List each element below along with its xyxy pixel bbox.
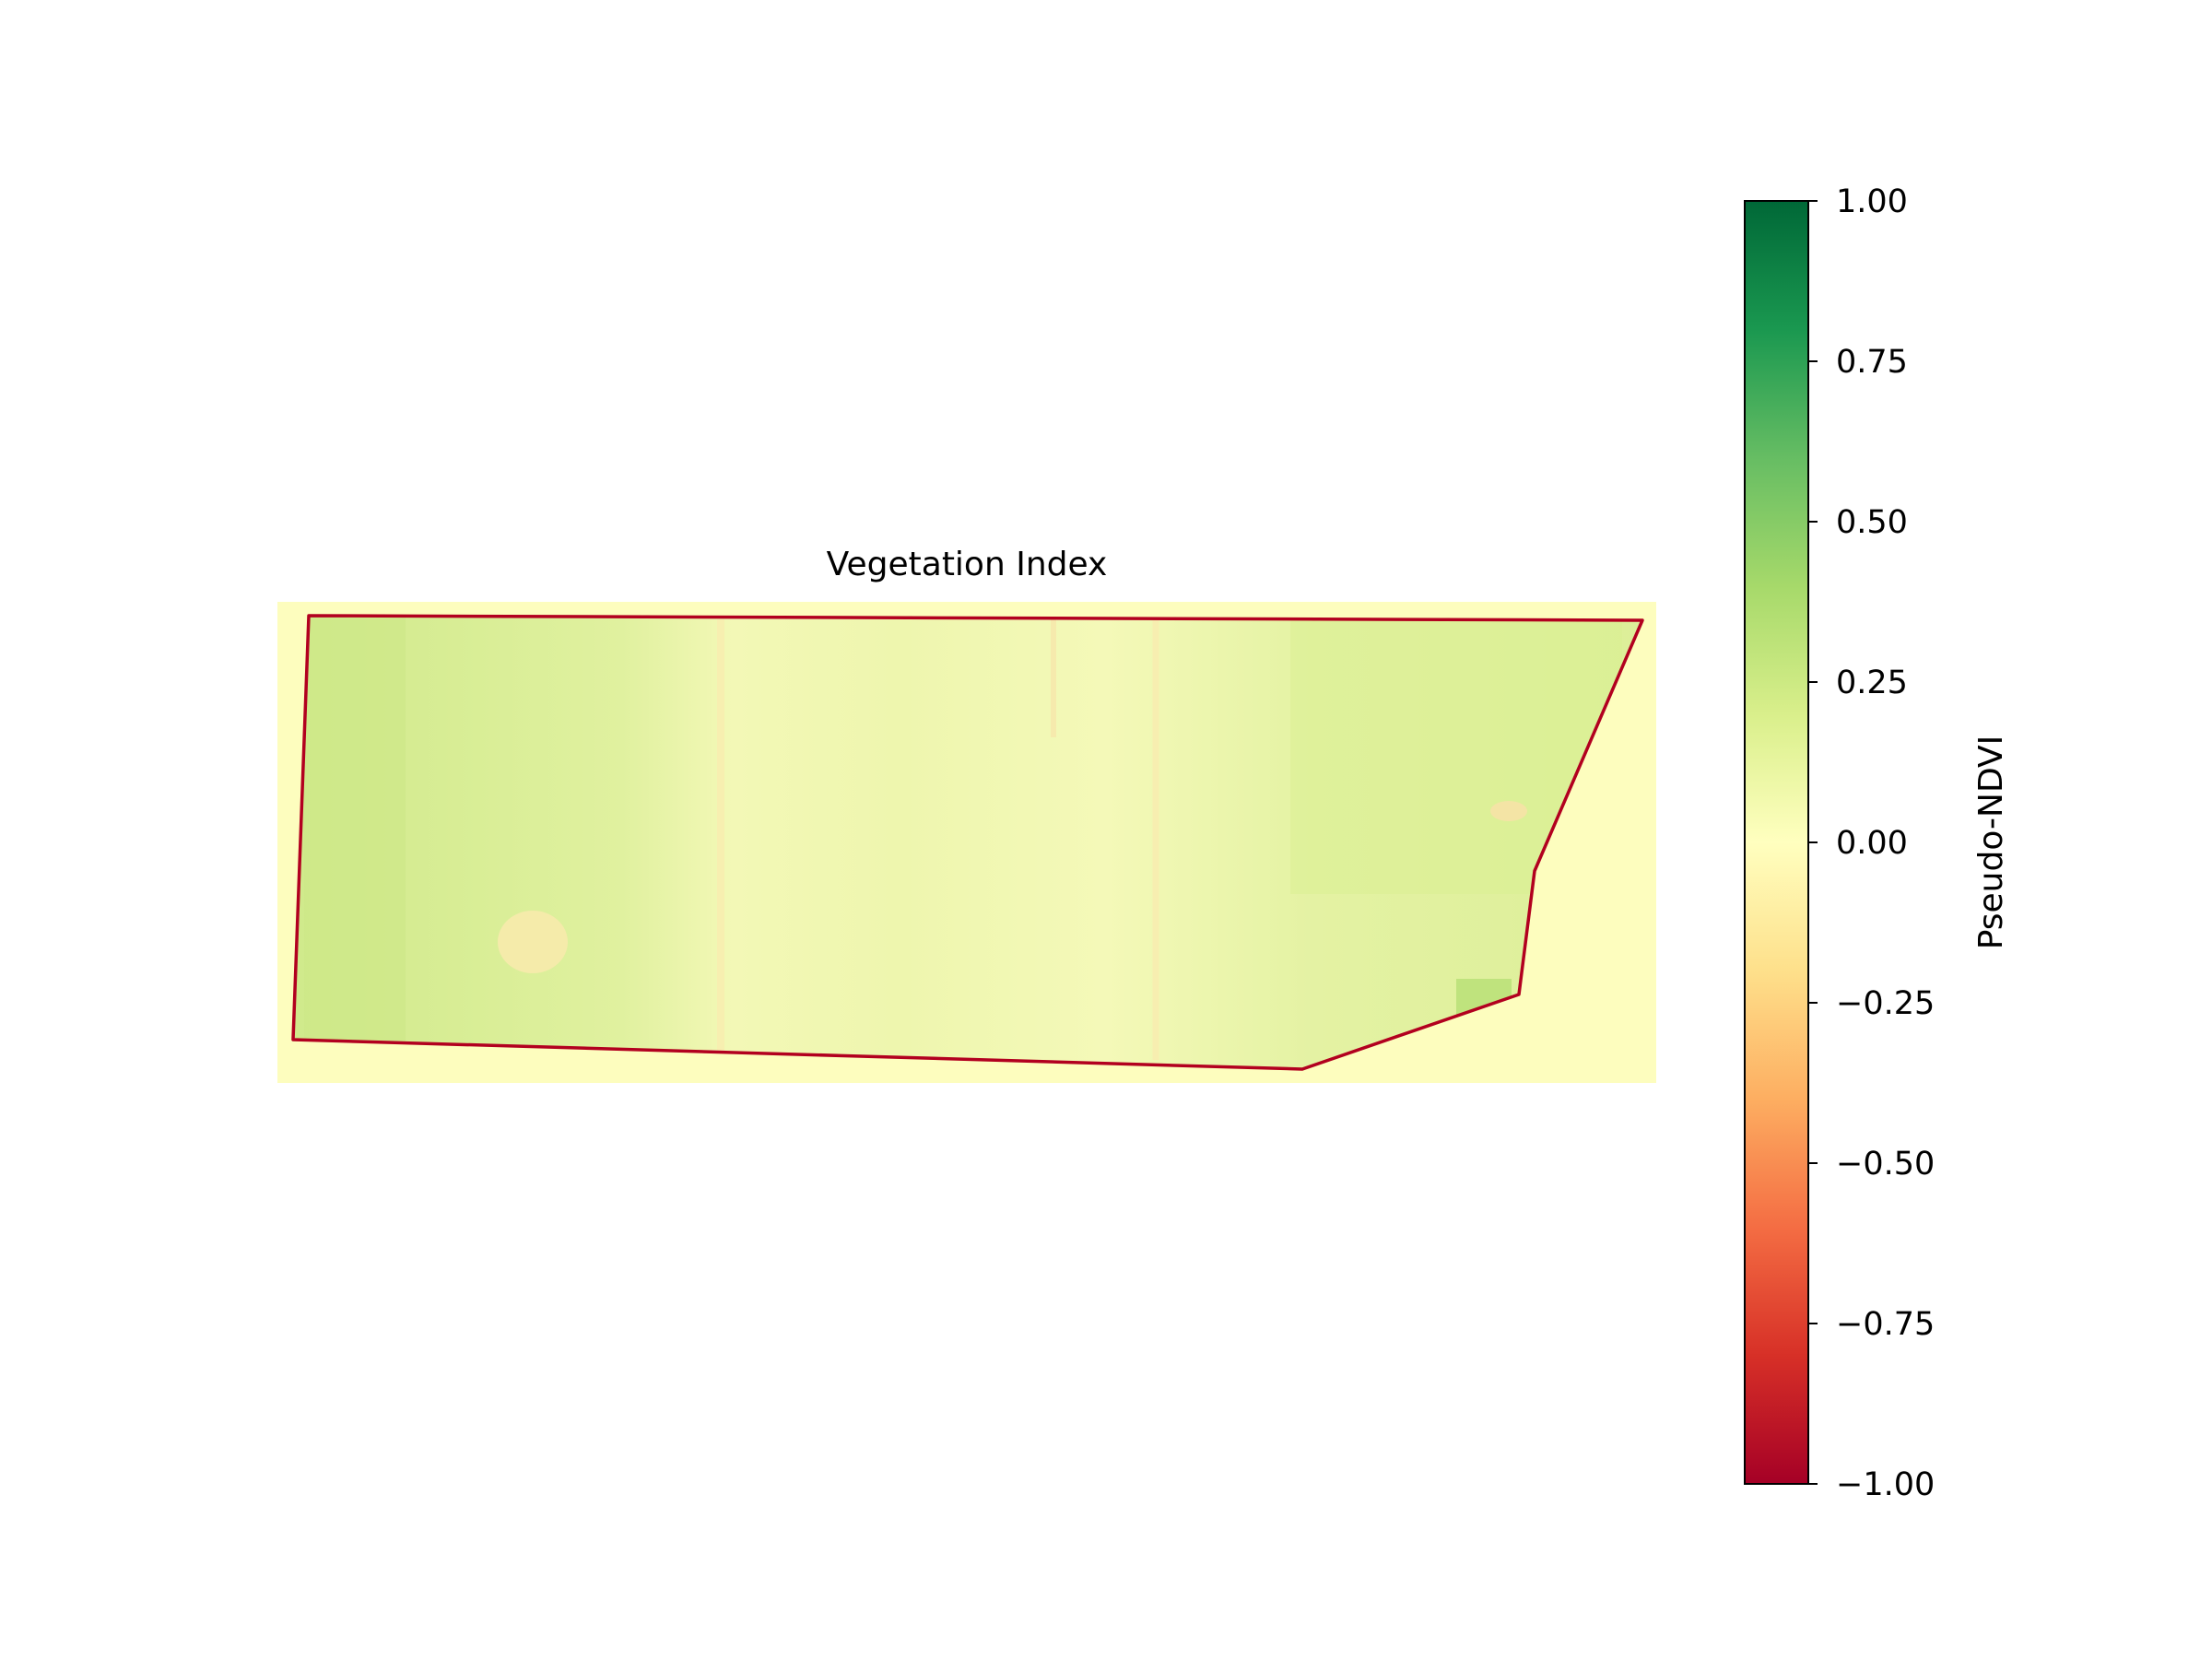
colorbar-tick-label: −0.75 — [1836, 1306, 1935, 1343]
colorbar-label: Pseudo-NDVI — [1972, 735, 2010, 950]
colorbar-gradient — [1744, 200, 1809, 1485]
colorbar-tick-label: −0.50 — [1836, 1146, 1935, 1182]
colorbar-tick-label: 0.00 — [1836, 825, 1908, 862]
colorbar-ticks: 1.00 0.75 0.50 0.25 0.00 −0.25 −0.50 −0.75 −1.00 — [1808, 183, 1935, 1503]
raster-image — [277, 602, 1656, 1083]
field-raster — [293, 616, 1642, 1069]
colorbar-tick-label: −1.00 — [1836, 1466, 1935, 1503]
colorbar: 1.00 0.75 0.50 0.25 0.00 −0.25 −0.50 −0.75 −1.00… — [1744, 183, 2010, 1503]
colorbar-tick-label: 0.50 — [1836, 504, 1908, 541]
field-boundary — [291, 614, 1644, 1071]
colorbar-tick-label: −0.25 — [1836, 985, 1935, 1022]
chart-title: Vegetation Index — [827, 546, 1108, 583]
colorbar-tick-label: 0.25 — [1836, 665, 1908, 701]
colorbar-tick-label: 1.00 — [1836, 183, 1908, 220]
colorbar-tick-label: 0.75 — [1836, 344, 1908, 381]
